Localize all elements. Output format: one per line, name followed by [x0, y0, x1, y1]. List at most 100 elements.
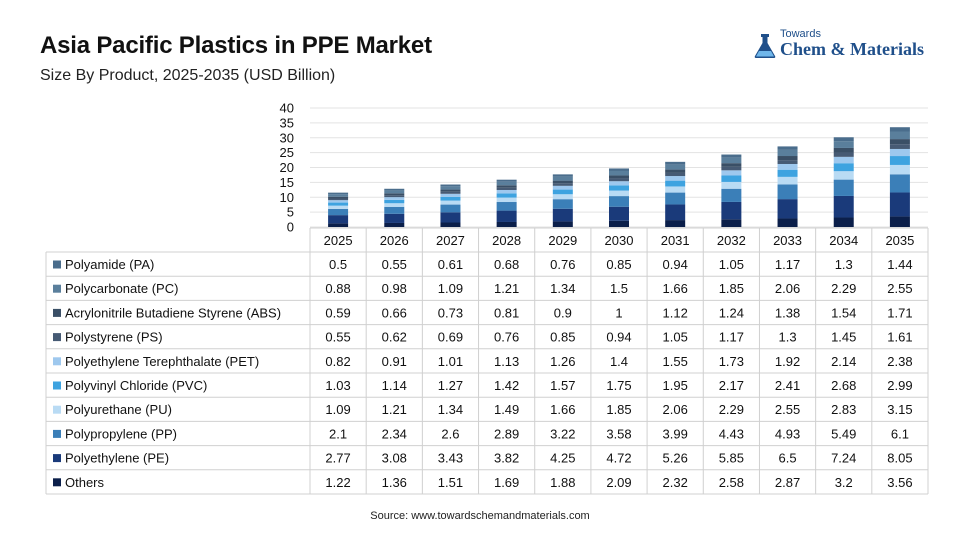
data-cell-value: 3.58: [606, 426, 631, 441]
data-cell-value: 2.17: [719, 378, 744, 393]
bar-segment: [440, 193, 461, 197]
y-tick-label: 5: [287, 205, 294, 220]
bar-segment: [777, 169, 798, 177]
bar-segment: [721, 154, 742, 158]
legend-swatch: [53, 284, 61, 293]
brand-logo: Towards Chem & Materials: [750, 28, 940, 62]
y-tick-label: 10: [280, 190, 294, 205]
bar-segment: [609, 185, 629, 191]
x-tick-label: 2025: [324, 233, 353, 248]
data-cell-value: 5.49: [831, 426, 856, 441]
data-cell-value: 1.45: [831, 330, 856, 345]
bar-segment: [833, 195, 854, 218]
data-cell-value: 1.69: [494, 475, 519, 490]
bar-segment: [777, 163, 798, 170]
bar-segment: [552, 176, 573, 181]
data-cell-value: 0.55: [382, 257, 407, 272]
data-cell-value: 2.14: [831, 354, 856, 369]
bar-segment: [328, 194, 349, 197]
bar-segment: [777, 149, 798, 157]
data-cell-value: 1.21: [494, 281, 519, 296]
bar-segment: [384, 190, 405, 194]
bar-segment: [384, 213, 405, 223]
legend-label: Polyethylene Terephthalate (PET): [65, 354, 259, 369]
bar-segment: [721, 175, 742, 182]
data-cell-value: 1.55: [663, 354, 688, 369]
data-cell-value: 4.43: [719, 426, 744, 441]
bar-segment: [665, 220, 686, 227]
data-cell-value: 1.85: [719, 281, 744, 296]
data-cell-value: 2.34: [382, 426, 407, 441]
data-cell-value: 0.88: [325, 281, 350, 296]
data-cell-value: 1.05: [663, 330, 688, 345]
data-cell-value: 1.13: [494, 354, 519, 369]
data-cell-value: 0.85: [550, 330, 575, 345]
bar-segment: [665, 186, 686, 193]
data-cell-value: 1.44: [887, 257, 912, 272]
data-cell-value: 0.62: [382, 330, 407, 345]
bar-segment: [328, 192, 349, 195]
data-cell-value: 6.5: [779, 451, 797, 466]
source-note: Source: www.towardschemandmaterials.com: [370, 510, 590, 522]
bar-segment: [328, 223, 349, 227]
bar-segment: [665, 161, 686, 165]
bar-segment: [665, 169, 686, 173]
bar-segment: [496, 189, 517, 194]
data-cell-value: 2.89: [494, 426, 519, 441]
bar-segment: [384, 203, 405, 207]
data-cell-value: 4.72: [606, 451, 631, 466]
data-cell-value: 7.24: [831, 451, 856, 466]
data-cell-value: 0.55: [325, 330, 350, 345]
bar-segment: [609, 181, 629, 186]
bar-segment: [665, 192, 686, 205]
data-cell-value: 1.88: [550, 475, 575, 490]
legend-swatch: [53, 357, 61, 366]
bar-segment: [777, 156, 798, 161]
bar-segment: [889, 148, 910, 157]
data-cell-value: 1.5: [610, 281, 628, 296]
bar-segment: [384, 193, 405, 196]
data-cell-value: 1.66: [550, 402, 575, 417]
data-cell-value: 1.51: [438, 475, 463, 490]
bar-segment: [328, 198, 349, 201]
bar-segment: [833, 171, 854, 180]
data-cell-value: 1.38: [775, 305, 800, 320]
legend-swatch: [53, 405, 61, 414]
data-cell-value: 4.25: [550, 451, 575, 466]
bar-segment: [552, 221, 573, 227]
legend-swatch: [53, 260, 61, 269]
bar-segment: [833, 152, 854, 157]
bar-segment: [552, 183, 573, 186]
data-cell-value: 1.73: [719, 354, 744, 369]
data-cell-value: 1.14: [382, 378, 407, 393]
bar-segment: [552, 199, 573, 209]
legend-swatch: [53, 478, 61, 487]
data-cell-value: 1.22: [325, 475, 350, 490]
logo-top-text: Towards: [780, 28, 821, 40]
legend-swatch: [53, 429, 61, 438]
data-cell-value: 0.98: [382, 281, 407, 296]
data-cell-value: 1.85: [606, 402, 631, 417]
data-cell-value: 2.55: [887, 281, 912, 296]
legend-swatch: [53, 454, 61, 463]
data-cell-value: 0.9: [554, 305, 572, 320]
bar-segment: [328, 208, 349, 216]
data-cell-value: 2.41: [775, 378, 800, 393]
data-cell-value: 0.69: [438, 330, 463, 345]
bar-segment: [889, 127, 910, 132]
bar-segment: [440, 196, 461, 201]
bar-segment: [328, 202, 349, 206]
bar-segment: [609, 168, 629, 171]
bar-segment: [609, 196, 629, 207]
y-tick-label: 0: [287, 220, 294, 235]
data-cell-value: 0.61: [438, 257, 463, 272]
legend-label: Others: [65, 475, 105, 490]
legend-label: Polycarbonate (PC): [65, 281, 178, 296]
bar-segment: [777, 160, 798, 164]
legend-swatch: [53, 308, 61, 317]
bar-segment: [552, 185, 573, 190]
data-cell-value: 3.08: [382, 451, 407, 466]
x-tick-label: 2027: [436, 233, 465, 248]
bar-segment: [496, 179, 517, 182]
